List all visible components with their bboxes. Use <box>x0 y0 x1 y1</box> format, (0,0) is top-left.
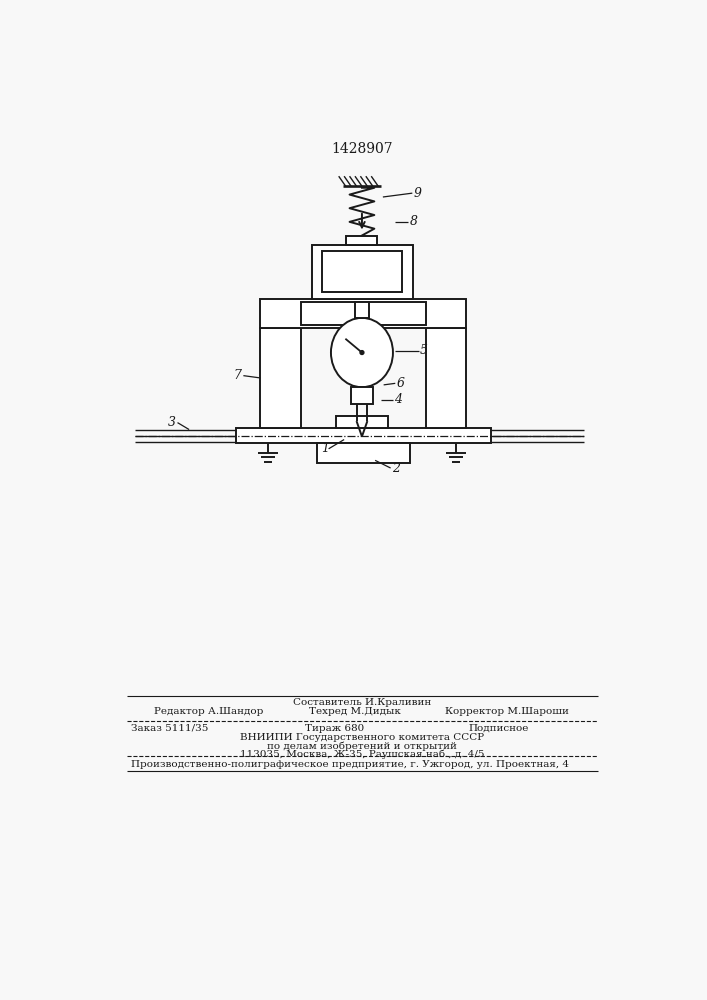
Text: 2: 2 <box>392 462 400 475</box>
Bar <box>346 235 378 245</box>
Bar <box>336 416 388 428</box>
Text: Производственно-полиграфическое предприятие, г. Ужгород, ул. Проектная, 4: Производственно-полиграфическое предприя… <box>131 760 569 769</box>
Bar <box>260 328 300 428</box>
Text: 5: 5 <box>420 344 428 358</box>
Bar <box>351 387 373 404</box>
Text: Корректор М.Шароши: Корректор М.Шароши <box>445 707 568 716</box>
Bar <box>426 328 466 428</box>
Text: 8: 8 <box>410 215 418 228</box>
Bar <box>300 302 426 325</box>
Text: Составитель И.Краливин: Составитель И.Краливин <box>293 698 431 707</box>
Text: 9: 9 <box>414 187 422 200</box>
Text: 1: 1 <box>321 442 329 455</box>
Bar <box>355 302 369 318</box>
Text: Тираж 680: Тираж 680 <box>305 724 365 733</box>
Circle shape <box>360 351 364 354</box>
Text: по делам изобретений и открытий: по делам изобретений и открытий <box>267 741 457 751</box>
Bar <box>235 428 491 443</box>
Text: Техред М.Дидык: Техред М.Дидык <box>309 707 401 716</box>
Text: ВНИИПИ Государственного комитета СССР: ВНИИПИ Государственного комитета СССР <box>240 733 484 742</box>
Bar <box>260 299 466 328</box>
Bar <box>317 443 410 463</box>
Bar <box>312 245 413 299</box>
Text: 113035, Москва, Ж-35, Раушская наб., д. 4/5: 113035, Москва, Ж-35, Раушская наб., д. … <box>240 750 484 759</box>
Text: Заказ 5111/35: Заказ 5111/35 <box>131 724 209 733</box>
Text: 4: 4 <box>395 393 402 406</box>
Text: 7: 7 <box>234 369 242 382</box>
Text: 3: 3 <box>168 416 176 429</box>
Text: 1428907: 1428907 <box>331 142 393 156</box>
Text: Подписное: Подписное <box>468 724 529 733</box>
Text: 6: 6 <box>397 377 405 390</box>
Ellipse shape <box>331 318 393 387</box>
Text: Редактор А.Шандор: Редактор А.Шандор <box>154 707 264 716</box>
Bar <box>322 251 402 292</box>
